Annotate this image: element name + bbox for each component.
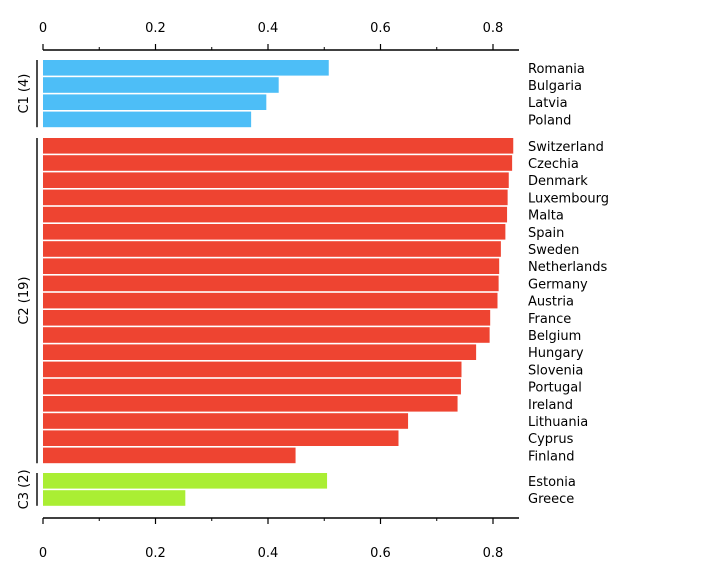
bar-switzerland <box>43 138 514 154</box>
bar-lithuania <box>43 413 409 429</box>
category-label: Portugal <box>528 381 582 396</box>
cluster-label: C3 (2) <box>17 469 32 509</box>
bar-romania <box>43 60 329 76</box>
category-label: Luxembourg <box>528 191 609 206</box>
bar-cyprus <box>43 430 399 446</box>
bottom-tick-label: 0.8 <box>483 546 504 561</box>
bottom-tick-label: 0 <box>39 546 47 561</box>
category-label: France <box>528 312 571 327</box>
category-label: Malta <box>528 209 564 224</box>
category-label: Slovenia <box>528 363 583 378</box>
top-axis: 0 0.2 0.4 0.6 0.8 <box>39 21 519 51</box>
bar-poland <box>43 111 252 128</box>
bar-spain <box>43 224 506 240</box>
category-label: Netherlands <box>528 260 607 275</box>
bar-estonia <box>43 473 328 489</box>
category-label: Cyprus <box>528 432 574 447</box>
category-label: Estonia <box>528 475 576 490</box>
bar-denmark <box>43 172 509 188</box>
category-label: Latvia <box>528 96 568 111</box>
bar-france <box>43 310 491 326</box>
bar-belgium <box>43 327 490 343</box>
category-label: Czechia <box>528 157 579 172</box>
cluster-brackets-group: C1 (4) C2 (19) C3 (2) <box>17 60 38 509</box>
category-label: Switzerland <box>528 140 604 155</box>
cluster-label: C2 (19) <box>17 277 32 325</box>
top-tick-label: 0.4 <box>258 21 279 36</box>
category-label: Greece <box>528 492 574 507</box>
category-label: Ireland <box>528 398 573 413</box>
top-tick-label: 0.8 <box>483 21 504 36</box>
bar-malta <box>43 206 508 223</box>
bar-finland <box>43 447 296 464</box>
category-labels-group: Romania Bulgaria Latvia Poland Switzerland Cz… <box>528 62 609 507</box>
top-tick-label: 0 <box>39 21 47 36</box>
bar-slovenia <box>43 361 462 378</box>
bar-germany <box>43 275 499 292</box>
bar-ireland <box>43 396 458 412</box>
bottom-tick-label: 0.6 <box>370 546 391 561</box>
category-label: Finland <box>528 449 574 464</box>
category-label: Romania <box>528 62 585 77</box>
bottom-axis: 0 0.2 0.4 0.6 0.8 <box>39 517 519 561</box>
bar-czechia <box>43 155 513 171</box>
bottom-tick-label: 0.2 <box>145 546 166 561</box>
bar-netherlands <box>43 258 500 274</box>
top-tick-label: 0.2 <box>145 21 166 36</box>
category-label: Belgium <box>528 329 581 344</box>
bar-austria <box>43 292 498 309</box>
bottom-tick-label: 0.4 <box>258 546 279 561</box>
bar-sweden <box>43 241 501 257</box>
top-tick-label: 0.6 <box>370 21 391 36</box>
cluster-label: C1 (4) <box>17 74 32 114</box>
bars-group <box>43 60 514 506</box>
category-label: Denmark <box>528 174 588 189</box>
category-label: Spain <box>528 226 564 241</box>
category-label: Sweden <box>528 243 579 258</box>
bar-portugal <box>43 378 461 395</box>
bar-hungary <box>43 344 477 360</box>
bar-latvia <box>43 94 267 110</box>
category-label: Germany <box>528 277 588 292</box>
bar-luxembourg <box>43 189 508 206</box>
bar-bulgaria <box>43 77 279 93</box>
category-label: Lithuania <box>528 415 588 430</box>
category-label: Poland <box>528 113 571 128</box>
category-label: Hungary <box>528 346 584 361</box>
category-label: Bulgaria <box>528 79 582 94</box>
category-label: Austria <box>528 295 574 310</box>
bar-greece <box>43 490 186 506</box>
